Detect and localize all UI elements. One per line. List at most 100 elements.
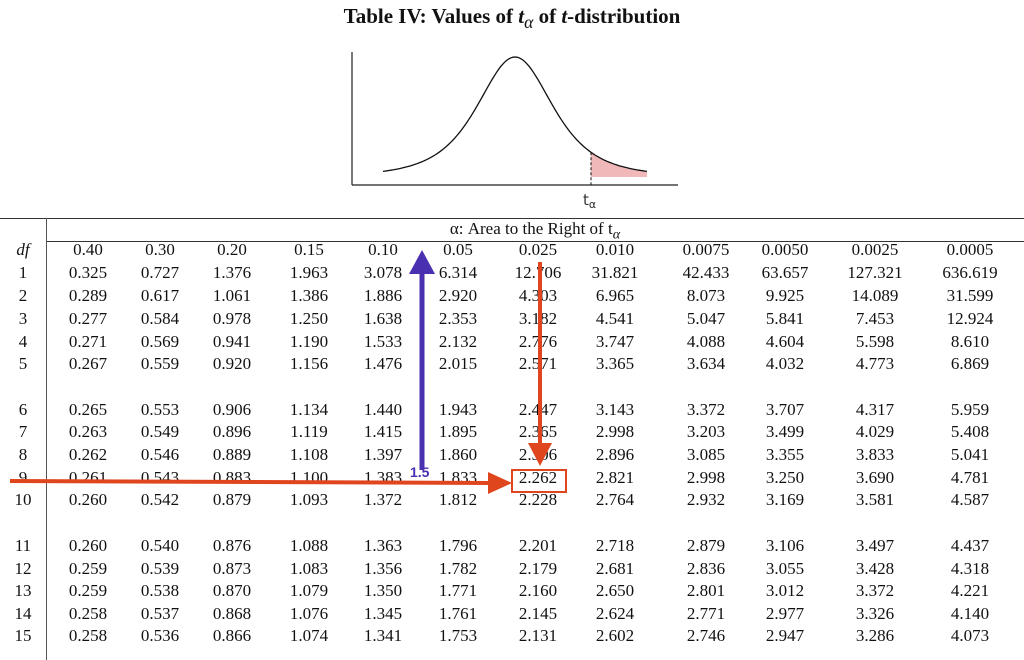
density-curve bbox=[382, 56, 648, 173]
table-cell: 2.179 bbox=[518, 559, 558, 578]
table-cell: 0.263 bbox=[68, 422, 108, 441]
table-cell: 1.363 bbox=[363, 536, 403, 555]
table-cell: 3.747 bbox=[595, 332, 635, 351]
table-cell: 4.073 bbox=[950, 626, 990, 645]
table-top-border bbox=[0, 218, 1024, 219]
table-cell: 3.143 bbox=[595, 400, 635, 419]
table-cell: 0.868 bbox=[212, 604, 252, 623]
table-cell: 6.869 bbox=[950, 354, 990, 373]
table-cell: 1.079 bbox=[289, 581, 329, 600]
table-cell: 1.860 bbox=[438, 445, 478, 464]
alpha-header: α: Area to the Right of tα bbox=[449, 219, 621, 243]
df-cell: 12 bbox=[14, 559, 32, 578]
table-cell: 42.433 bbox=[682, 263, 730, 282]
table-cell: 14.089 bbox=[851, 286, 899, 305]
table-cell: 3.355 bbox=[765, 445, 805, 464]
table-cell: 1.415 bbox=[363, 422, 403, 441]
table-cell: 2.262 bbox=[518, 468, 558, 487]
df-cell: 5 bbox=[18, 354, 28, 373]
table-cell: 0.265 bbox=[68, 400, 108, 419]
table-cell: 3.012 bbox=[765, 581, 805, 600]
table-cell: 0.978 bbox=[212, 309, 252, 328]
table-cell: 1.376 bbox=[212, 263, 252, 282]
table-cell: 2.365 bbox=[518, 422, 558, 441]
table-cell: 1.812 bbox=[438, 490, 478, 509]
table-cell: 1.533 bbox=[363, 332, 403, 351]
df-cell: 9 bbox=[18, 468, 28, 487]
table-cell: 1.156 bbox=[289, 354, 329, 373]
table-cell: 3.372 bbox=[686, 400, 726, 419]
table-cell: 2.771 bbox=[686, 604, 726, 623]
table-cell: 1.061 bbox=[212, 286, 252, 305]
df-cell: 15 bbox=[14, 626, 32, 645]
table-cell: 0.260 bbox=[68, 490, 108, 509]
df-cell: 8 bbox=[18, 445, 28, 464]
table-cell: 2.228 bbox=[518, 490, 558, 509]
table-cell: 2.353 bbox=[438, 309, 478, 328]
table-cell: 0.258 bbox=[68, 626, 108, 645]
table-cell: 4.032 bbox=[765, 354, 805, 373]
table-cell: 0.584 bbox=[140, 309, 180, 328]
table-cell: 2.681 bbox=[595, 559, 635, 578]
table-cell: 1.397 bbox=[363, 445, 403, 464]
table-cell: 0.536 bbox=[140, 626, 180, 645]
table-cell: 7.453 bbox=[855, 309, 895, 328]
table-cell: 1.083 bbox=[289, 559, 329, 578]
table-cell: 1.895 bbox=[438, 422, 478, 441]
table-cell: 1.782 bbox=[438, 559, 478, 578]
table-cell: 0.873 bbox=[212, 559, 252, 578]
table-cell: 2.145 bbox=[518, 604, 558, 623]
column-header: 0.0075 bbox=[682, 240, 730, 259]
table-cell: 4.303 bbox=[518, 286, 558, 305]
table-cell: 5.959 bbox=[950, 400, 990, 419]
table-cell: 1.771 bbox=[438, 581, 478, 600]
column-header: 0.10 bbox=[368, 240, 398, 259]
table-cell: 0.259 bbox=[68, 581, 108, 600]
table-cell: 0.889 bbox=[212, 445, 252, 464]
table-cell: 3.203 bbox=[686, 422, 726, 441]
table-cell: 1.386 bbox=[289, 286, 329, 305]
table-cell: 0.870 bbox=[212, 581, 252, 600]
table-cell: 0.542 bbox=[140, 490, 180, 509]
table-cell: 1.088 bbox=[289, 536, 329, 555]
table-cell: 0.883 bbox=[212, 468, 252, 487]
table-cell: 0.262 bbox=[68, 445, 108, 464]
table-cell: 5.598 bbox=[855, 332, 895, 351]
table-cell: 0.920 bbox=[212, 354, 252, 373]
table-cell: 1.886 bbox=[363, 286, 403, 305]
table-cell: 3.250 bbox=[765, 468, 805, 487]
table-cell: 6.965 bbox=[595, 286, 635, 305]
df-header: df bbox=[16, 240, 30, 259]
table-cell: 4.317 bbox=[855, 400, 895, 419]
table-cell: 3.497 bbox=[855, 536, 895, 555]
table-cell: 12.706 bbox=[514, 263, 562, 282]
table-cell: 1.833 bbox=[438, 468, 478, 487]
table-cell: 2.201 bbox=[518, 536, 558, 555]
table-cell: 3.690 bbox=[855, 468, 895, 487]
table-cell: 0.549 bbox=[140, 422, 180, 441]
table-cell: 0.271 bbox=[68, 332, 108, 351]
table-cell: 2.746 bbox=[686, 626, 726, 645]
table-cell: 0.539 bbox=[140, 559, 180, 578]
table-cell: 0.559 bbox=[140, 354, 180, 373]
table-cell: 6.314 bbox=[438, 263, 478, 282]
table-cell: 2.947 bbox=[765, 626, 805, 645]
table-cell: 1.372 bbox=[363, 490, 403, 509]
table-cell: 2.602 bbox=[595, 626, 635, 645]
table-cell: 2.776 bbox=[518, 332, 558, 351]
table-cell: 1.341 bbox=[363, 626, 403, 645]
blue-arrow-label: 1.5 bbox=[410, 464, 430, 480]
table-cell: 2.306 bbox=[518, 445, 558, 464]
table-cell: 1.963 bbox=[289, 263, 329, 282]
table-cell: 2.932 bbox=[686, 490, 726, 509]
table-cell: 3.182 bbox=[518, 309, 558, 328]
table-cell: 2.571 bbox=[518, 354, 558, 373]
table-cell: 1.134 bbox=[289, 400, 329, 419]
table-cell: 636.619 bbox=[942, 263, 998, 282]
table-cell: 3.286 bbox=[855, 626, 895, 645]
table-cell: 4.587 bbox=[950, 490, 990, 509]
table-cell: 0.258 bbox=[68, 604, 108, 623]
red-horizontal-arrowhead bbox=[488, 472, 512, 494]
table-cell: 31.821 bbox=[591, 263, 639, 282]
blue-arrowhead bbox=[409, 250, 435, 274]
